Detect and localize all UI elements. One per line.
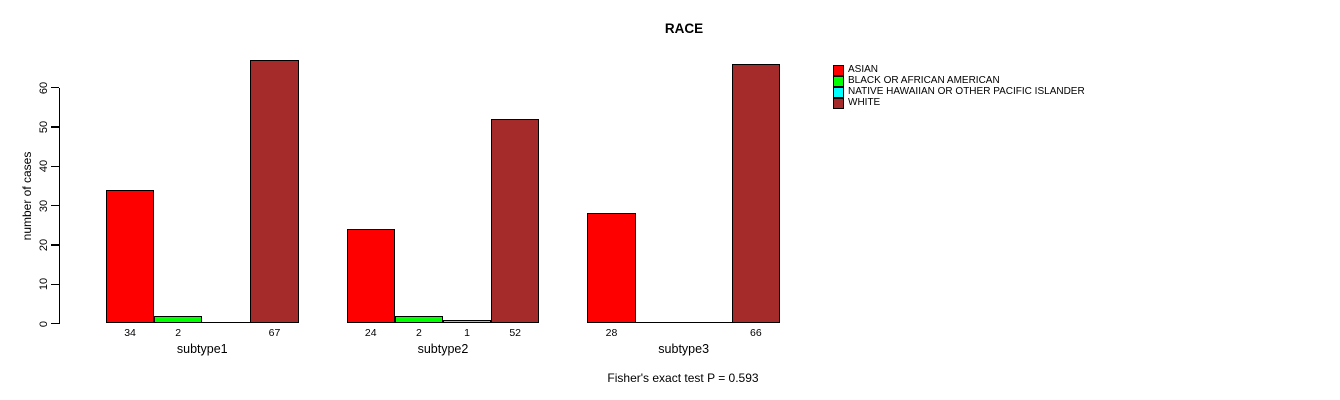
- y-tick-label: 50: [38, 120, 50, 134]
- bar-value-label: 24: [364, 326, 377, 339]
- y-tick: [50, 165, 59, 167]
- category-label: subtype1: [176, 341, 228, 356]
- legend-swatch: [833, 76, 844, 87]
- zero-value-bar: [202, 322, 251, 324]
- legend-swatch: [833, 98, 844, 109]
- bar: [106, 189, 155, 324]
- y-tick-label: 60: [38, 81, 50, 94]
- y-tick-label: 0: [38, 320, 50, 327]
- y-axis-line: [58, 87, 60, 325]
- y-tick: [50, 322, 59, 325]
- zero-value-bar: [635, 322, 684, 324]
- legend-label: WHITE: [848, 97, 881, 108]
- bar: [442, 319, 492, 324]
- legend-swatch: [833, 65, 844, 76]
- bar-value-label: 2: [175, 326, 182, 339]
- y-tick-label: 40: [38, 160, 50, 173]
- chart-title: RACE: [664, 21, 704, 36]
- legend-label: ASIAN: [848, 64, 879, 75]
- y-tick: [50, 244, 59, 246]
- bar-value-label: 52: [509, 326, 522, 339]
- zero-value-bar: [683, 322, 732, 324]
- bar-value-label: 1: [464, 326, 470, 339]
- bar: [731, 64, 780, 324]
- legend-swatch: [833, 87, 844, 98]
- fisher-test-annotation: Fisher's exact test P = 0.593: [607, 371, 759, 385]
- y-tick-label: 10: [38, 278, 50, 291]
- y-tick-label: 30: [38, 199, 50, 212]
- legend-label: BLACK OR AFRICAN AMERICAN: [848, 75, 1000, 86]
- category-label: subtype3: [658, 341, 710, 356]
- y-tick: [50, 283, 59, 285]
- bar: [250, 60, 299, 324]
- bar: [346, 229, 395, 324]
- bar-value-label: 2: [415, 326, 422, 339]
- y-tick: [50, 87, 59, 89]
- y-tick-label: 20: [38, 238, 50, 252]
- bar: [394, 315, 443, 324]
- bar: [154, 315, 203, 324]
- y-tick: [50, 126, 59, 128]
- bar-value-label: 67: [268, 326, 281, 339]
- bar: [587, 213, 636, 324]
- bar-value-label: 34: [124, 326, 136, 339]
- y-tick: [50, 204, 59, 207]
- bar-value-label: 28: [605, 326, 618, 339]
- bar: [491, 119, 540, 324]
- y-axis-title: number of cases: [20, 151, 34, 241]
- bar-value-label: 66: [750, 326, 762, 339]
- legend-label: NATIVE HAWAIIAN OR OTHER PACIFIC ISLANDE…: [848, 86, 1085, 97]
- category-label: subtype2: [417, 341, 469, 356]
